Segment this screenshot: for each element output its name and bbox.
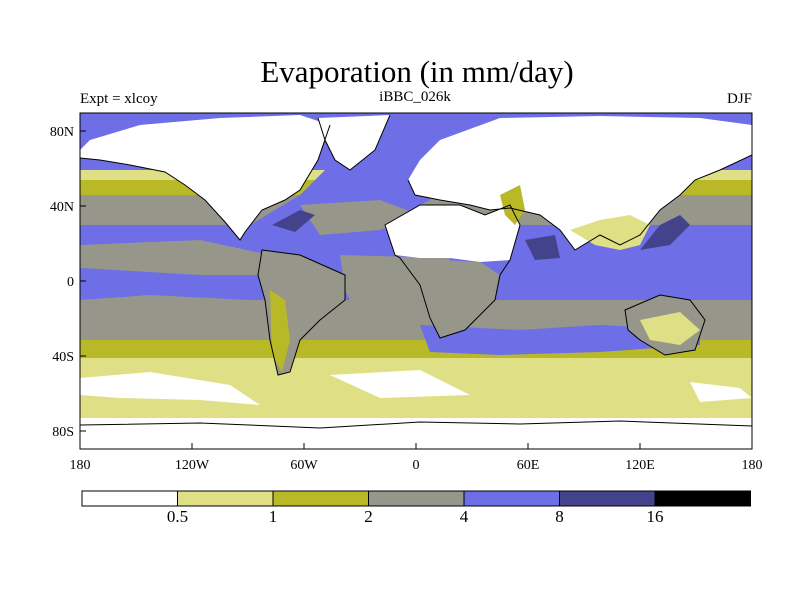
colorbar-box-1 <box>177 490 274 507</box>
colorbar-box-0 <box>81 490 178 507</box>
longitude-labels: 180 120W 60W 0 60E 120E 180 <box>70 458 763 473</box>
season-label: DJF <box>726 91 752 107</box>
colorbar-box-2 <box>272 490 369 507</box>
colorbar <box>81 490 751 507</box>
lat-label-80n: 80N <box>50 125 74 140</box>
continent-north-america <box>80 115 330 240</box>
colorbar-label-8: 8 <box>555 507 564 526</box>
lat-label-80s: 80S <box>52 425 74 440</box>
experiment-label: Expt = xlcoy <box>80 91 158 107</box>
lon-label-180w: 180 <box>70 458 91 473</box>
lon-label-60w: 60W <box>290 458 318 473</box>
chart-title: Evaporation (in mm/day) <box>260 54 574 89</box>
colorbar-label-0.5: 0.5 <box>167 507 188 526</box>
southeast-pacific-gray <box>80 295 280 320</box>
coastlines <box>80 114 752 429</box>
coast-antarctica <box>80 420 752 429</box>
gulf-stream-max <box>272 210 315 232</box>
latitude-axis <box>80 130 86 432</box>
colorbar-box-4 <box>463 490 560 507</box>
coast-greenland <box>317 114 391 171</box>
latitude-labels: 80N 40N 0 40S 80S <box>50 125 74 440</box>
continent-sahara-arabia <box>385 205 520 262</box>
colorbar-box-3 <box>368 490 465 507</box>
colorbar-label-1: 1 <box>269 507 278 526</box>
pacific-equatorial-gray <box>80 240 280 275</box>
southern-blue-tongue <box>420 325 700 355</box>
south-america-olive-coast <box>270 290 290 372</box>
map-plot-area <box>80 113 752 449</box>
lon-label-0: 0 <box>413 458 420 473</box>
arabia-olive <box>500 185 525 225</box>
continent-eurasia <box>408 116 752 250</box>
arabian-sea-max <box>525 235 560 260</box>
colorbar-label-2: 2 <box>364 507 373 526</box>
coast-eurasia <box>407 154 752 251</box>
colorbar-labels: 0.5 1 2 4 8 16 <box>167 507 664 526</box>
colorbar-box-5 <box>559 490 656 507</box>
lon-label-60e: 60E <box>517 458 540 473</box>
colorbar-box-6 <box>654 490 751 507</box>
kuroshio-max <box>640 215 690 250</box>
coast-south-america <box>257 249 346 376</box>
lat-label-40n: 40N <box>50 200 74 215</box>
lat-label-40s: 40S <box>52 350 74 365</box>
lon-label-180e: 180 <box>742 458 763 473</box>
coast-africa <box>384 204 521 339</box>
continent-africa-south <box>400 258 500 338</box>
colorbar-label-4: 4 <box>460 507 469 526</box>
lat-label-0: 0 <box>67 275 74 290</box>
colorbar-label-16: 16 <box>647 507 664 526</box>
coast-north-america <box>80 124 331 241</box>
southern-white-patches <box>80 370 752 405</box>
longitude-axis <box>79 443 753 449</box>
continent-greenland <box>318 115 390 170</box>
coast-australia <box>624 294 706 356</box>
run-id-label: iBBC_026k <box>379 89 451 105</box>
lon-label-120e: 120E <box>625 458 655 473</box>
australia-yellow-interior <box>640 312 700 345</box>
lon-label-120w: 120W <box>175 458 210 473</box>
